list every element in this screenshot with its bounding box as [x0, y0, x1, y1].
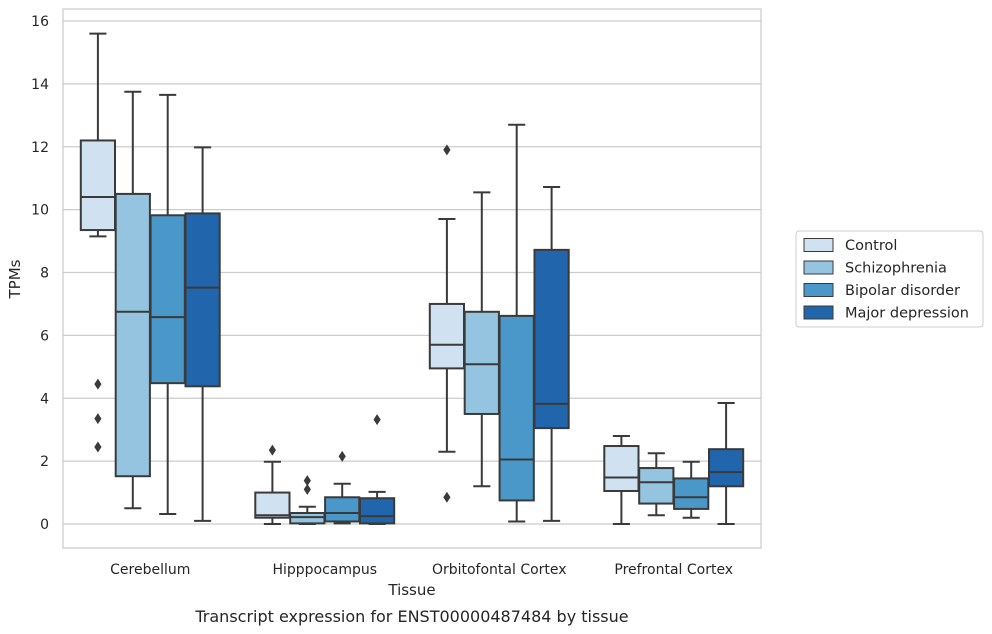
box-body [358, 497, 396, 525]
box [149, 93, 186, 515]
box-body [638, 467, 675, 505]
y-tick-label: 12 [31, 140, 49, 156]
outlier-point [268, 444, 276, 456]
box-series [79, 32, 745, 525]
box-body [114, 192, 151, 478]
outlier-point [338, 450, 346, 462]
box-body [603, 445, 640, 492]
outlier-point [303, 475, 311, 487]
y-tick-label: 8 [40, 266, 49, 282]
y-axis-label: TPMs [6, 259, 24, 299]
x-tick-label: Cerebellum [110, 562, 190, 578]
legend-swatch [803, 238, 834, 252]
box [673, 460, 710, 519]
box-body [324, 496, 361, 523]
box-body [254, 491, 291, 519]
outlier-point [94, 413, 102, 425]
y-tick-label: 14 [31, 77, 49, 93]
y-tick-labels: 0 2 4 6 8 10 12 14 16 [31, 14, 49, 533]
x-axis-label: Tissue [387, 581, 435, 599]
box [358, 414, 396, 525]
y-tick-label: 2 [40, 454, 49, 470]
outlier-point [94, 441, 102, 453]
legend-swatch [803, 283, 834, 297]
outlier-point [303, 483, 311, 495]
box [533, 185, 570, 522]
series-control [79, 32, 640, 525]
box [254, 444, 291, 525]
x-tick-label: Prefrontal Cortex [614, 562, 733, 578]
box-body [79, 139, 117, 232]
x-tick-labels: Cerebellum Hipppocampus Orbitofontal Corte… [110, 562, 733, 578]
chart-caption: Transcript expression for ENST0000048748… [194, 607, 628, 626]
legend-swatch [803, 260, 834, 275]
series-schizophrenia [114, 90, 675, 525]
box-body [428, 302, 466, 370]
y-tick-label: 16 [31, 14, 49, 30]
box [463, 191, 500, 488]
y-tick-label: 6 [40, 328, 49, 344]
outlier-point [443, 491, 451, 503]
legend: Control Schizophrenia Bipolar disorder Majo… [795, 230, 984, 328]
series-major-depression [184, 146, 745, 525]
box-body [673, 477, 710, 510]
box [114, 90, 151, 510]
box-body [184, 212, 221, 388]
x-tick-label: Hipppocampus [272, 562, 377, 578]
y-tick-label: 10 [31, 203, 49, 219]
outlier-point [373, 414, 381, 426]
box [428, 144, 466, 503]
legend-label: Major depression [845, 306, 969, 322]
box [638, 452, 675, 517]
box [603, 434, 640, 525]
x-tick-label: Orbitofontal Cortex [432, 562, 567, 578]
outlier-point [443, 144, 451, 156]
box-body [498, 314, 535, 502]
box [707, 401, 745, 525]
plot-frame [62, 8, 762, 549]
box [79, 32, 117, 453]
legend-swatch [803, 305, 834, 320]
legend-frame [795, 230, 984, 328]
box [289, 475, 326, 525]
legend-label: Control [845, 238, 897, 254]
box-body [463, 310, 500, 415]
y-tick-label: 4 [40, 391, 49, 407]
legend-label: Bipolar disorder [845, 283, 960, 299]
box-body [533, 248, 570, 430]
legend-label: Schizophrenia [845, 261, 947, 277]
box-body [289, 511, 326, 525]
outlier-point [94, 378, 102, 390]
box-body [707, 448, 745, 488]
y-tick-label: 0 [40, 517, 49, 533]
box [184, 146, 221, 522]
box-body [149, 214, 186, 385]
